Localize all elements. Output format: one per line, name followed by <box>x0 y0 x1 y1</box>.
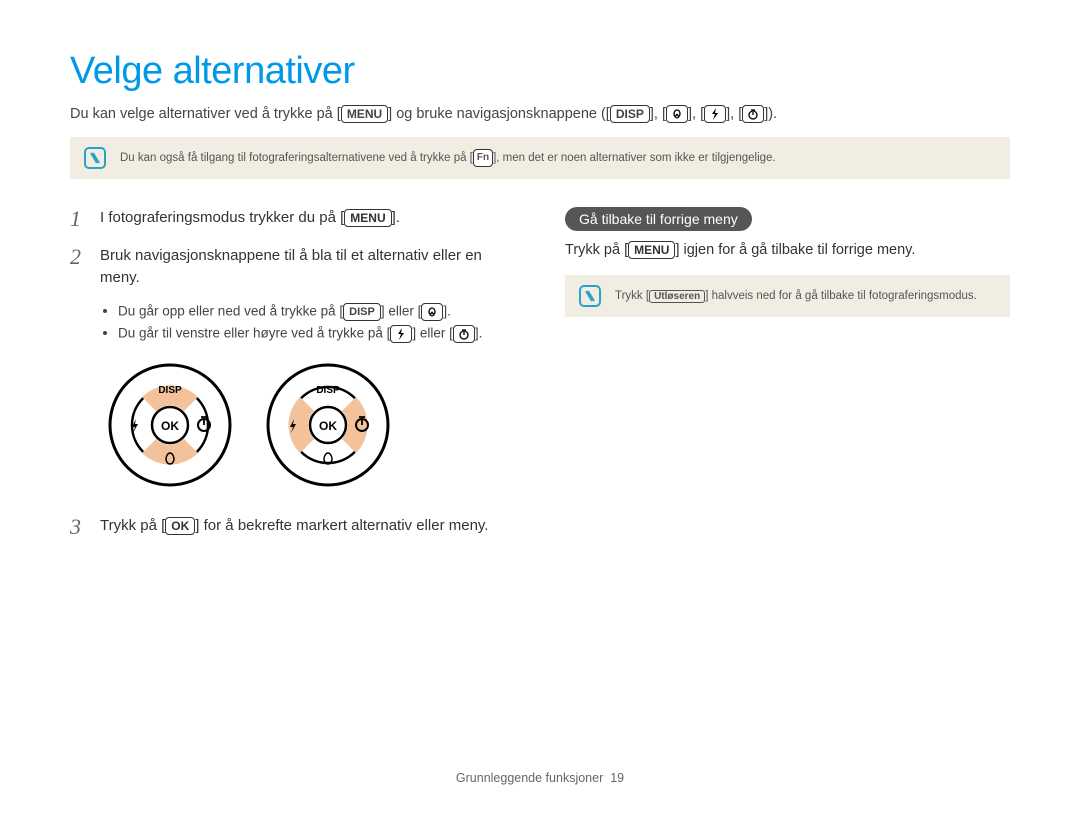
intro-mid: ] og bruke navigasjonsknappene ([ <box>388 106 610 122</box>
note-box-1: Du kan også få tilgang til fotografering… <box>70 137 1010 179</box>
dial-horizontal: DISP OK <box>264 361 392 489</box>
note1-pre: Du kan også få tilgang til fotografering… <box>120 152 473 164</box>
step-1-text: I fotograferingsmodus trykker du på [MEN… <box>100 207 400 231</box>
dial-disp-label: DISP <box>158 385 182 396</box>
b1-pre: Du går opp eller ned ved å trykke på [ <box>118 303 343 318</box>
step-2: 2 Bruk navigasjonsknappene til å bla til… <box>70 245 515 289</box>
timer-icon <box>742 105 764 123</box>
dial-vertical: DISP OK <box>106 361 234 489</box>
note-2-text: Trykk [Utløseren] halvveis ned for å gå … <box>615 290 977 302</box>
left-column: 1 I fotograferingsmodus trykker du på [M… <box>70 207 515 553</box>
step-3: 3 Trykk på [OK] for å bekrefte markert a… <box>70 515 515 539</box>
r-pre: Trykk på [ <box>565 242 628 258</box>
flash-icon <box>704 105 726 123</box>
step-number: 1 <box>70 207 88 231</box>
n2-pre: Trykk [ <box>615 290 649 302</box>
note1-post: ], men det er noen alternativer som ikke… <box>493 152 776 164</box>
note-1-text: Du kan også få tilgang til fotografering… <box>120 149 776 167</box>
note-icon <box>84 147 106 169</box>
shutter-label: Utløseren <box>649 290 705 303</box>
b1-mid: ] eller [ <box>381 303 422 318</box>
s3-post: ] for å bekrefte markert alternativ elle… <box>195 517 488 534</box>
intro-sep1: ], [ <box>650 106 666 122</box>
flash-icon <box>390 325 412 343</box>
step-number: 2 <box>70 245 88 289</box>
subsection-heading: Gå tilbake til forrige meny <box>565 207 752 231</box>
note-icon <box>579 285 601 307</box>
n2-post: ] halvveis ned for å gå tilbake til foto… <box>705 290 977 302</box>
r-post: ] igjen for å gå tilbake til forrige men… <box>675 242 915 258</box>
macro-icon <box>421 303 443 321</box>
step-number: 3 <box>70 515 88 539</box>
page-footer: Grunnleggende funksjoner 19 <box>0 771 1080 785</box>
s1-pre: I fotograferingsmodus trykker du på [ <box>100 209 344 226</box>
dial-diagrams: DISP OK <box>106 361 515 489</box>
note-box-2: Trykk [Utløseren] halvveis ned for å gå … <box>565 275 1010 317</box>
timer-icon <box>453 325 475 343</box>
footer-page-number: 19 <box>610 771 624 785</box>
macro-icon <box>666 105 688 123</box>
step-3-text: Trykk på [OK] for å bekrefte markert alt… <box>100 515 488 539</box>
intro-sep3: ], [ <box>726 106 742 122</box>
b1-end: ]. <box>443 303 451 318</box>
intro-text: Du kan velge alternativer ved å trykke p… <box>70 105 1010 123</box>
disp-button-label: DISP <box>610 105 650 123</box>
step-1: 1 I fotograferingsmodus trykker du på [M… <box>70 207 515 231</box>
page-title: Velge alternativer <box>70 50 1010 93</box>
dial-ok-label: OK <box>319 419 337 433</box>
right-column: Gå tilbake til forrige meny Trykk på [ME… <box>565 207 1010 553</box>
fn-button-label: Fn <box>473 149 493 167</box>
dial-disp-label: DISP <box>316 385 340 396</box>
bullet-list: Du går opp eller ned ved å trykke på [DI… <box>102 303 515 343</box>
intro-sep2: ], [ <box>688 106 704 122</box>
b2-pre: Du går til venstre eller høyre ved å try… <box>118 325 390 340</box>
back-text: Trykk på [MENU] igjen for å gå tilbake t… <box>565 241 1010 259</box>
menu-button-label: MENU <box>344 209 391 227</box>
intro-end: ]). <box>764 106 777 122</box>
footer-section: Grunnleggende funksjoner <box>456 771 603 785</box>
s1-post: ]. <box>392 209 400 226</box>
b2-mid: ] eller [ <box>412 325 453 340</box>
ok-button-label: OK <box>165 517 195 535</box>
dial-ok-label: OK <box>161 419 179 433</box>
disp-button-label: DISP <box>343 303 381 321</box>
b2-end: ]. <box>475 325 483 340</box>
step-2-text: Bruk navigasjonsknappene til å bla til e… <box>100 245 515 289</box>
menu-button-label: MENU <box>628 241 675 259</box>
bullet-2: Du går til venstre eller høyre ved å try… <box>118 325 515 343</box>
menu-button-label: MENU <box>341 105 388 123</box>
intro-pre: Du kan velge alternativer ved å trykke p… <box>70 106 341 122</box>
s3-pre: Trykk på [ <box>100 517 165 534</box>
bullet-1: Du går opp eller ned ved å trykke på [DI… <box>118 303 515 321</box>
